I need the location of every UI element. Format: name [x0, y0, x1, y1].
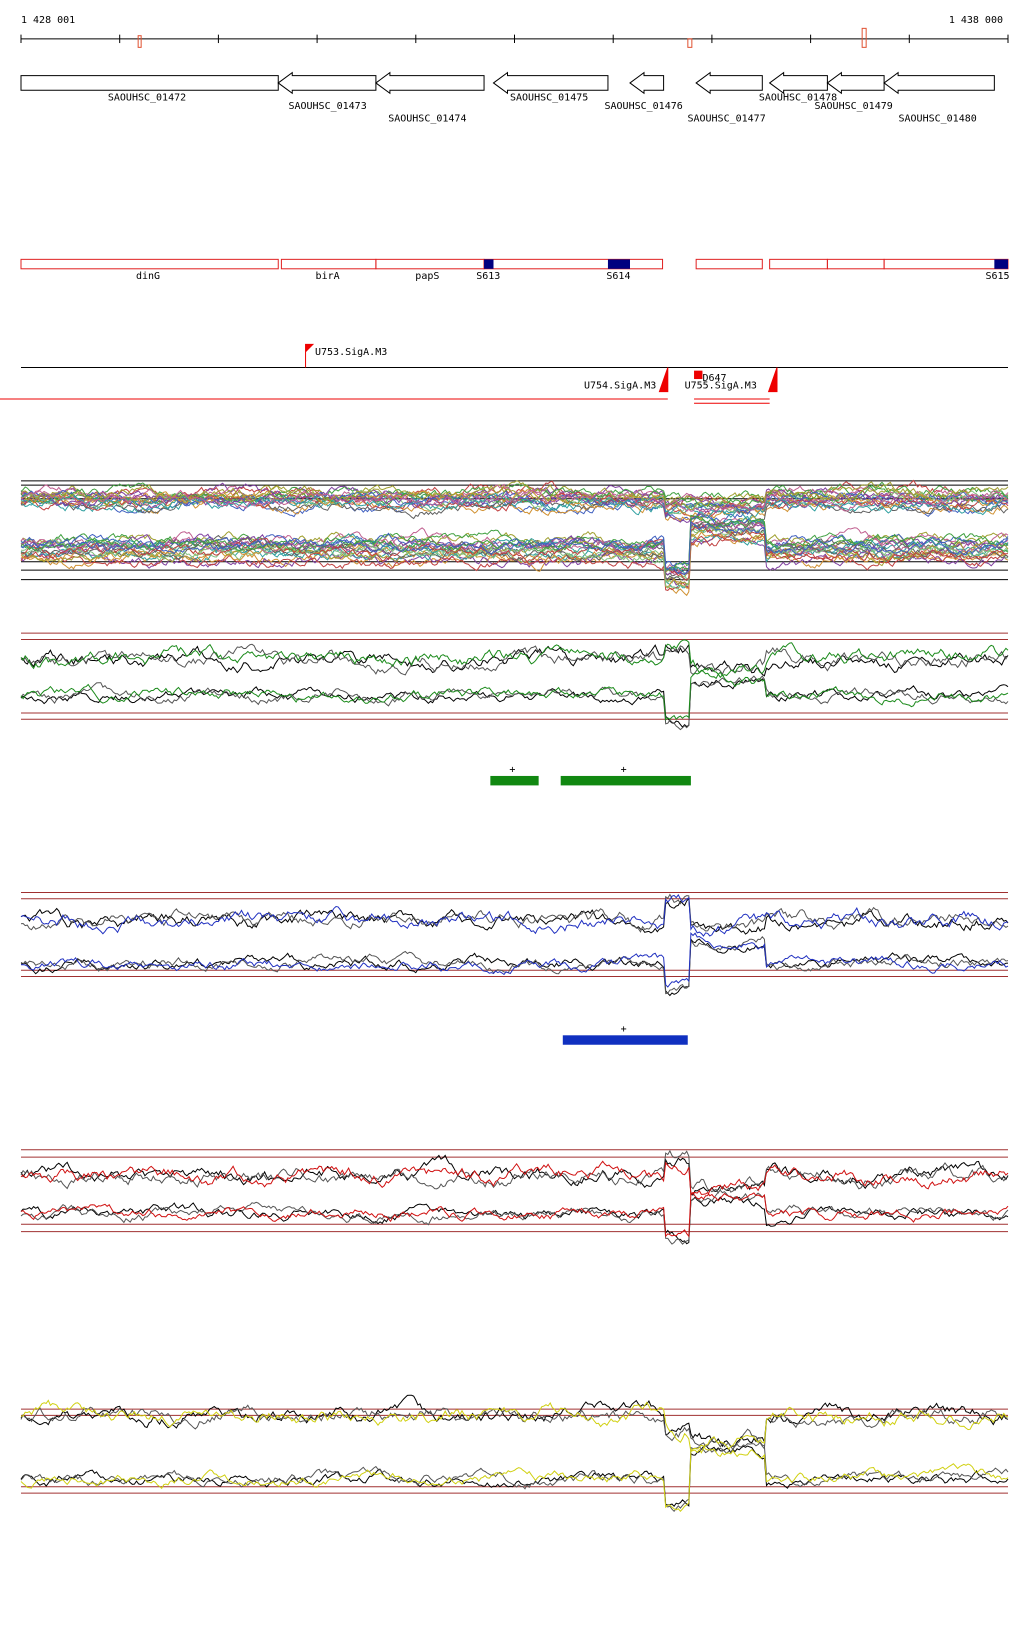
- signal-line: [20, 1160, 1009, 1200]
- signal-line: [20, 492, 1009, 519]
- gene-arrow: [277, 71, 377, 95]
- signal-line: [20, 643, 1009, 676]
- feature-label: S614: [606, 271, 630, 282]
- segment: [560, 775, 691, 786]
- feature-block: [484, 259, 494, 269]
- signal-line: [20, 1444, 1009, 1512]
- segment: [490, 775, 539, 786]
- gene-label: SAOUHSC_01477: [687, 114, 765, 125]
- promoter-flag: [767, 367, 778, 393]
- promoter-label: U753.SigA.M3: [315, 347, 387, 358]
- signal-line: [20, 531, 1009, 591]
- signal-line: [20, 1189, 1009, 1238]
- promoter-label: U755.SigA.M3: [685, 380, 757, 391]
- promoter-flag: [305, 343, 315, 368]
- feature-box: [695, 258, 763, 270]
- ruler-marker: [687, 38, 693, 48]
- feature-label: birA: [316, 271, 340, 282]
- feature-box: [483, 258, 664, 270]
- signal-line: [20, 525, 1009, 581]
- gene-label: SAOUHSC_01480: [899, 114, 977, 125]
- signal-line: [20, 893, 1009, 933]
- ruler-start: 1 428 001: [21, 15, 75, 26]
- signal-line: [20, 677, 1009, 728]
- gene-label: SAOUHSC_01475: [510, 93, 588, 104]
- ruler-marker: [861, 27, 867, 48]
- gene-arrow: [826, 71, 885, 95]
- gene-label: SAOUHSC_01479: [815, 101, 893, 112]
- signal-line: [20, 667, 1009, 721]
- promoter-label: U754.SigA.M3: [584, 380, 656, 391]
- signal-line: [20, 639, 1009, 680]
- feature-box: [883, 258, 1009, 270]
- feature-label: papS: [415, 271, 439, 282]
- signal-line: [20, 488, 1009, 513]
- promoter-flag: [658, 367, 669, 393]
- signal-line: [20, 1196, 1009, 1245]
- feature-label: S613: [476, 271, 500, 282]
- segment-label: +: [621, 765, 627, 776]
- gene-arrow: [768, 71, 828, 95]
- signal-line: [20, 1399, 1009, 1454]
- signal-line: [20, 937, 1009, 997]
- signal-line: [20, 675, 1009, 731]
- signal-line: [20, 521, 1009, 576]
- gene-label: SAOUHSC_01476: [605, 101, 683, 112]
- signal-line: [20, 1441, 1009, 1513]
- signal-line: [20, 515, 1009, 574]
- signal-line: [20, 1394, 1009, 1448]
- signal-line: [20, 529, 1009, 589]
- signal-line: [20, 893, 1009, 937]
- signal-line: [20, 489, 1009, 516]
- promoter-label: D647: [702, 373, 726, 384]
- segment-label: +: [509, 765, 515, 776]
- feature-box: [769, 258, 828, 270]
- segment: [562, 1035, 688, 1045]
- signal-line: [20, 1149, 1009, 1194]
- gene-arrow: [492, 71, 609, 95]
- signal-line: [20, 484, 1009, 511]
- feature-box: [826, 258, 885, 270]
- gene-label: SAOUHSC_01473: [288, 101, 366, 112]
- signal-line: [20, 643, 1009, 677]
- segment-label: +: [621, 1024, 627, 1035]
- gene-label: SAOUHSC_01478: [759, 93, 837, 104]
- feature-label: dinG: [136, 271, 160, 282]
- signal-line: [20, 931, 1009, 988]
- gene-label: SAOUHSC_01474: [388, 114, 466, 125]
- gene-arrow: [883, 71, 995, 95]
- signal-line: [20, 493, 1009, 521]
- gene-arrow: [375, 71, 485, 95]
- feature-block: [607, 259, 630, 269]
- ruler-end: 1 438 000: [949, 15, 1003, 26]
- feature-block: [994, 259, 1008, 269]
- signal-line: [20, 1189, 1009, 1245]
- gene-arrow: [695, 71, 763, 95]
- gene-arrow: [629, 71, 665, 95]
- signal-line: [20, 1154, 1009, 1196]
- signal-line: [20, 1404, 1009, 1451]
- feature-box: [20, 258, 279, 270]
- gene-arrow: [20, 75, 279, 91]
- signal-line: [20, 489, 1009, 519]
- feature-label: S615: [985, 271, 1009, 282]
- feature-box: [280, 258, 377, 270]
- promoter-box: [694, 370, 703, 380]
- ruler-marker: [137, 35, 142, 48]
- signal-line: [20, 492, 1009, 524]
- gene-label: SAOUHSC_01472: [108, 93, 186, 104]
- feature-box: [375, 258, 485, 270]
